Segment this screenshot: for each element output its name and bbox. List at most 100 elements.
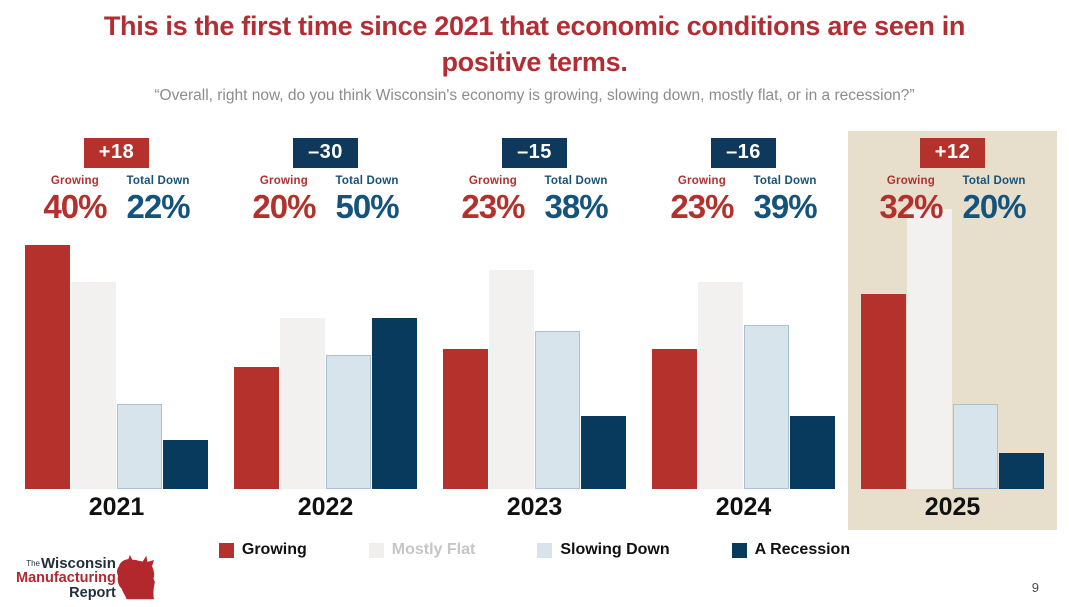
down-stat: Total Down 20% (962, 175, 1026, 237)
chart-legend: Growing Mostly Flat Slowing Down A Recessio… (0, 541, 1069, 559)
bar-a-recession-2021 (163, 440, 208, 490)
net-change-badge-2022: –30 (293, 138, 358, 169)
logo-report: Report (69, 584, 116, 601)
bar-mostly-flat-2025 (907, 208, 952, 490)
bar-growing-2023 (443, 348, 488, 490)
bar-a-recession-2025 (999, 452, 1044, 490)
growing-value-2025: 32% (879, 188, 943, 226)
bars-2024 (639, 237, 848, 490)
growing-label: Growing (677, 175, 726, 188)
total-down-label: Total Down (544, 175, 608, 188)
year-label-2025: 2025 (924, 493, 981, 522)
down-stat: Total Down 50% (335, 175, 400, 237)
badge-row: –15 (430, 131, 639, 175)
legend-swatch-mostly-flat (368, 542, 384, 558)
net-change-badge-2023: –15 (502, 138, 567, 169)
total-down-value-2024: 39% (753, 188, 818, 226)
badge-row: –30 (221, 131, 430, 175)
year-group-2022: –30 Growing 20% Total Down 50% 2022 (221, 131, 430, 530)
down-stat: Total Down 39% (753, 175, 818, 237)
badge-row: +12 (848, 131, 1057, 175)
wisconsin-manufacturing-report-logo: TheWisconsin Manufacturing Report (16, 552, 160, 604)
stats-row: Growing 23% Total Down 38% (430, 175, 639, 237)
bar-slowing-down-2025 (953, 403, 998, 490)
legend-label: Mostly Flat (391, 541, 476, 559)
logo-wisconsin: Wisconsin (41, 555, 116, 572)
total-down-label: Total Down (962, 175, 1026, 188)
legend-swatch-a-recession (731, 542, 747, 558)
legend-item-growing: Growing (218, 541, 307, 559)
bar-a-recession-2024 (790, 416, 835, 490)
bar-slowing-down-2023 (535, 330, 580, 490)
page-number: 9 (1031, 580, 1039, 595)
total-down-label: Total Down (335, 175, 399, 188)
growing-stat: Growing 32% (879, 175, 943, 237)
growing-stat: Growing 23% (461, 175, 525, 237)
badge-row: –16 (639, 131, 848, 175)
total-down-label: Total Down (126, 175, 190, 188)
legend-item-slowing-down: Slowing Down (537, 541, 670, 559)
bars-2023 (430, 237, 639, 490)
bar-mostly-flat-2024 (698, 281, 743, 490)
legend-item-mostly-flat: Mostly Flat (368, 541, 476, 559)
bar-chart: +18 Growing 40% Total Down 22% 2021 –30 Growing… (0, 131, 1069, 531)
slide-title-line1: This is the first time since 2021 that e… (103, 11, 966, 41)
growing-value-2022: 20% (252, 188, 316, 226)
slide-title: This is the first time since 2021 that e… (0, 9, 1069, 80)
growing-label: Growing (259, 175, 308, 188)
bar-growing-2022 (234, 367, 279, 490)
growing-value-2024: 23% (670, 188, 734, 226)
year-label-2021: 2021 (88, 493, 145, 522)
year-group-2025: +12 Growing 32% Total Down 20% 2025 (848, 131, 1057, 531)
total-down-value-2023: 38% (544, 188, 609, 226)
bar-mostly-flat-2022 (280, 318, 325, 490)
bars-2022 (221, 237, 430, 490)
legend-label: Growing (241, 541, 307, 559)
legend-label: Slowing Down (560, 541, 670, 559)
year-label-2024: 2024 (715, 493, 772, 522)
year-label-2023: 2023 (506, 493, 563, 522)
bar-a-recession-2023 (581, 416, 626, 490)
net-change-badge-2025: +12 (919, 138, 986, 169)
bar-slowing-down-2022 (326, 355, 371, 490)
total-down-label: Total Down (753, 175, 817, 188)
logo-the: The (26, 559, 40, 568)
bar-growing-2025 (861, 294, 906, 490)
bar-a-recession-2022 (372, 318, 417, 490)
bars-2025 (848, 208, 1057, 490)
bar-slowing-down-2021 (117, 403, 162, 490)
stats-row: Growing 32% Total Down 20% (848, 175, 1057, 237)
total-down-value-2021: 22% (126, 188, 191, 226)
slide-title-line2: positive terms. (441, 46, 628, 77)
stats-row: Growing 40% Total Down 22% (12, 175, 221, 237)
growing-label: Growing (50, 175, 99, 188)
wisconsin-state-icon (116, 554, 155, 600)
growing-stat: Growing 40% (43, 175, 107, 237)
growing-value-2023: 23% (461, 188, 525, 226)
year-label-2022: 2022 (297, 493, 354, 522)
growing-stat: Growing 23% (670, 175, 734, 237)
down-stat: Total Down 38% (544, 175, 609, 237)
bar-slowing-down-2024 (744, 324, 789, 490)
growing-label: Growing (886, 175, 935, 188)
legend-label: A Recession (754, 541, 851, 559)
year-group-2023: –15 Growing 23% Total Down 38% 2023 (430, 131, 639, 530)
net-change-badge-2024: –16 (711, 138, 776, 169)
bar-growing-2024 (652, 348, 697, 490)
total-down-value-2022: 50% (335, 188, 400, 226)
growing-value-2021: 40% (43, 188, 107, 226)
down-stat: Total Down 22% (126, 175, 191, 237)
stats-row: Growing 23% Total Down 39% (639, 175, 848, 237)
stats-row: Growing 20% Total Down 50% (221, 175, 430, 237)
legend-swatch-slowing-down (537, 542, 553, 558)
year-group-2024: –16 Growing 23% Total Down 39% 2024 (639, 131, 848, 530)
legend-swatch-growing (218, 542, 234, 558)
legend-item-a-recession: A Recession (731, 541, 851, 559)
bars-2021 (12, 237, 221, 490)
bar-mostly-flat-2021 (71, 281, 116, 490)
growing-label: Growing (468, 175, 517, 188)
badge-row: +18 (12, 131, 221, 175)
year-group-2021: +18 Growing 40% Total Down 22% 2021 (12, 131, 221, 530)
net-change-badge-2021: +18 (83, 138, 150, 169)
growing-stat: Growing 20% (252, 175, 316, 237)
